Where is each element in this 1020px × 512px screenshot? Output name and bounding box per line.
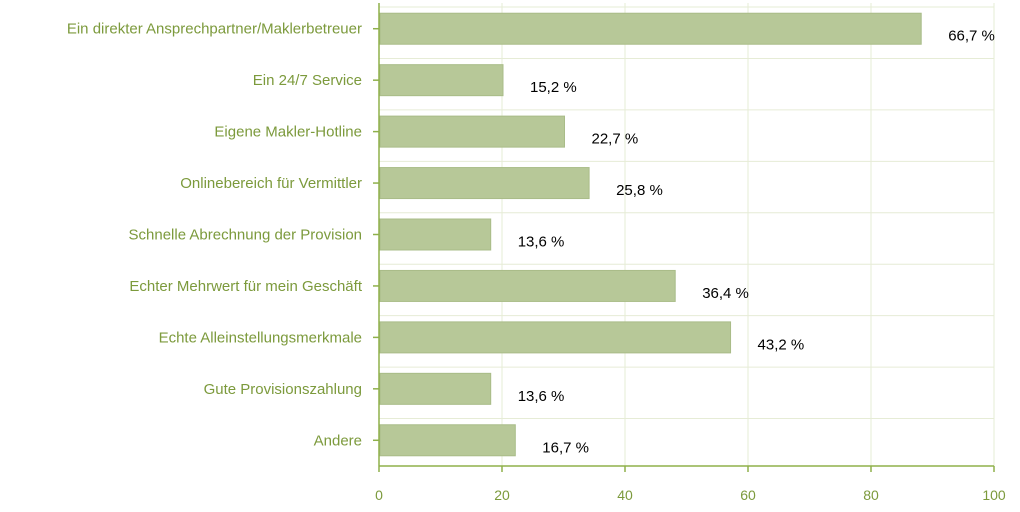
category-label: Onlinebereich für Vermittler <box>180 175 362 192</box>
data-label: 15,2 % <box>530 79 577 96</box>
category-label: Ein 24/7 Service <box>253 72 362 89</box>
category-label: Echter Mehrwert für mein Geschäft <box>129 278 362 295</box>
x-tick-label: 80 <box>863 487 879 503</box>
grid-lines <box>379 3 995 466</box>
category-label: Gute Provisionszahlung <box>204 381 362 398</box>
bar <box>379 424 516 457</box>
bar <box>379 12 922 45</box>
data-label: 36,4 % <box>702 285 749 302</box>
bar <box>379 115 565 148</box>
data-label: 13,6 % <box>518 388 565 405</box>
bars <box>379 12 922 457</box>
x-tick-label: 20 <box>494 487 510 503</box>
bar <box>379 321 732 354</box>
bar <box>379 372 492 405</box>
data-label: 66,7 % <box>948 28 995 45</box>
data-label: 13,6 % <box>518 234 565 251</box>
data-label: 22,7 % <box>592 131 639 148</box>
x-tick-label: 0 <box>375 487 383 503</box>
labels: Ein direkter Ansprechpartner/Maklerbetre… <box>67 21 1006 503</box>
category-label: Eigene Makler-Hotline <box>214 124 362 141</box>
category-label: Ein direkter Ansprechpartner/Maklerbetre… <box>67 21 362 38</box>
axes <box>373 3 995 472</box>
data-label: 16,7 % <box>542 439 589 456</box>
data-label: 43,2 % <box>758 336 805 353</box>
bar <box>379 64 504 97</box>
category-label: Andere <box>314 432 362 449</box>
bar <box>379 218 492 251</box>
data-label: 25,8 % <box>616 182 663 199</box>
x-tick-label: 40 <box>617 487 633 503</box>
bar <box>379 269 676 302</box>
bar <box>379 167 590 200</box>
x-tick-label: 100 <box>982 487 1006 503</box>
category-label: Schnelle Abrechnung der Provision <box>129 227 362 244</box>
x-tick-label: 60 <box>740 487 756 503</box>
category-label: Echte Alleinstellungsmerkmale <box>159 329 362 346</box>
